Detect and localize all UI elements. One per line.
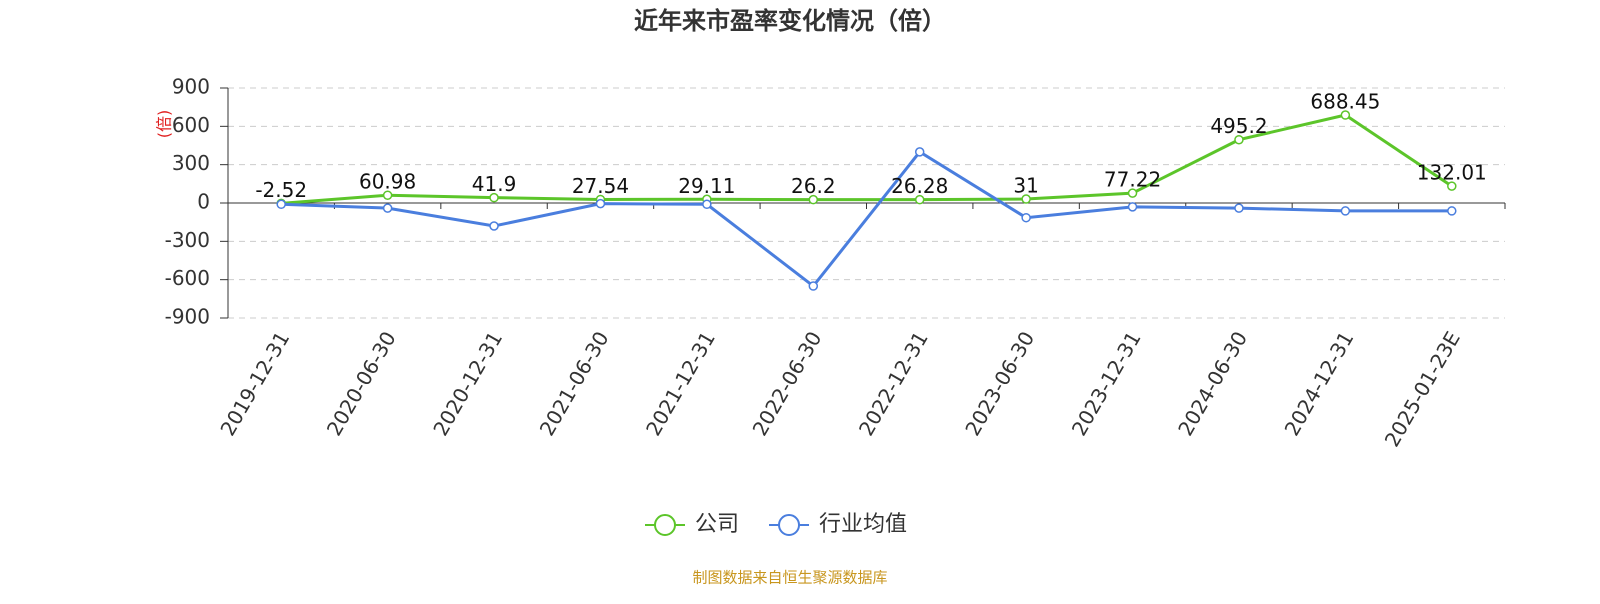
data-point	[914, 194, 925, 205]
data-point	[489, 221, 499, 231]
x-tick-label: 2025-01-23E	[1380, 327, 1465, 451]
y-tick-label: -900	[165, 305, 210, 329]
data-point	[1447, 181, 1457, 191]
x-tick-label: 2023-12-31	[1067, 327, 1146, 440]
data-point	[1447, 206, 1457, 216]
source-note: 制图数据来自恒生聚源数据库	[692, 569, 887, 587]
x-tick-label: 2019-12-31	[215, 327, 294, 440]
y-tick-label: -600	[165, 266, 210, 290]
data-point	[808, 281, 819, 291]
data-point	[702, 199, 712, 210]
data-point	[1127, 202, 1138, 212]
series-line	[281, 149, 1452, 289]
data-point	[489, 192, 499, 203]
data-label: 688.45	[1310, 90, 1380, 114]
series-line	[281, 113, 1453, 205]
data-label: 495.2	[1210, 114, 1267, 138]
data-point	[914, 147, 925, 157]
data-label: 31	[1013, 174, 1038, 198]
chart-title: 近年来市盈率变化情况（倍）	[634, 7, 946, 35]
data-point	[595, 198, 606, 209]
x-tick-label: 2020-12-31	[428, 327, 507, 440]
x-tick-label: 2024-12-31	[1280, 327, 1359, 440]
y-axis-label: (倍)	[155, 110, 174, 139]
data-label: 77.22	[1104, 168, 1161, 192]
data-point	[1340, 110, 1351, 120]
data-point	[1127, 188, 1138, 198]
legend-marker	[778, 514, 801, 536]
data-label: 60.98	[359, 170, 416, 194]
y-tick-label: -300	[165, 228, 210, 252]
data-label: 26.2	[791, 174, 836, 198]
x-tick-label: 2024-06-30	[1173, 327, 1252, 440]
data-point	[382, 190, 393, 200]
data-point	[1021, 194, 1031, 204]
data-label: 41.9	[472, 172, 517, 196]
data-point	[1234, 203, 1244, 213]
legend-label: 公司	[695, 512, 739, 537]
legend-marker	[654, 514, 676, 536]
data-label: -2.52	[255, 178, 307, 202]
data-label: 132.01	[1417, 161, 1487, 185]
data-point	[808, 194, 819, 205]
x-tick-label: 2021-12-31	[641, 327, 720, 440]
y-tick-label: 300	[172, 151, 210, 175]
data-point	[382, 203, 393, 213]
y-tick-label: 0	[197, 190, 210, 214]
x-tick-label: 2023-06-30	[960, 327, 1039, 440]
data-point	[1021, 212, 1031, 223]
x-tick-label: 2020-06-30	[322, 327, 401, 440]
legend-label: 行业均值	[819, 512, 907, 537]
x-tick-label: 2021-06-30	[535, 327, 614, 440]
data-label: 26.28	[891, 174, 948, 198]
data-label: 27.54	[572, 174, 629, 198]
y-tick-label: 600	[172, 113, 210, 137]
y-tick-label: 900	[172, 75, 210, 99]
x-tick-label: 2022-12-31	[854, 327, 933, 440]
x-tick-label: 2022-06-30	[747, 327, 826, 440]
data-point	[1234, 134, 1244, 145]
data-label: 29.11	[678, 174, 735, 198]
data-point	[1340, 206, 1351, 216]
data-point	[276, 199, 286, 210]
